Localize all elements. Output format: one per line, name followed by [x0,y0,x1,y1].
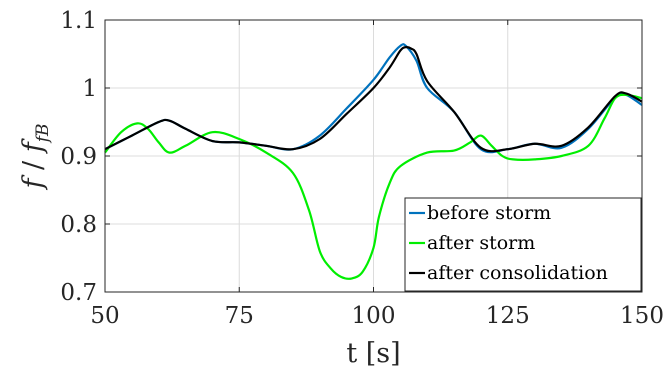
legend-label-after-consolidation: after consolidation [427,262,608,284]
y-axis-label: f / ffB [18,123,53,190]
y-tick-label: 1.1 [60,8,97,34]
x-tick-label: 150 [620,303,664,329]
y-label-subscript: fB [33,123,53,144]
y-tick-label: 1 [82,76,97,102]
y-tick-label: 0.7 [60,280,97,306]
x-tick-label: 50 [90,303,119,329]
svg-text:f / ffB: f / ffB [18,123,53,190]
legend: before storm after storm after consolidati… [404,197,642,292]
y-tick-label: 0.9 [60,144,97,170]
x-tick-label: 75 [225,303,254,329]
x-tick-label: 100 [352,303,396,329]
plot-frame [104,19,643,293]
series-lines [104,43,643,280]
series-line-after-consolidation [104,46,643,153]
y-tick-label: 0.8 [60,212,97,238]
legend-label-after-storm: after storm [427,232,535,254]
x-tick-label: 125 [486,303,530,329]
y-tick-labels: 0.7 0.8 0.9 1 1.1 [60,8,97,306]
series-line-after-storm [104,93,643,280]
x-tick-labels: 50 75 100 125 150 [90,303,664,329]
legend-label-before-storm: before storm [427,202,551,224]
y-label-slash: / [18,152,49,178]
legend-box [404,197,642,292]
x-axis-label: t [s] [346,338,400,369]
